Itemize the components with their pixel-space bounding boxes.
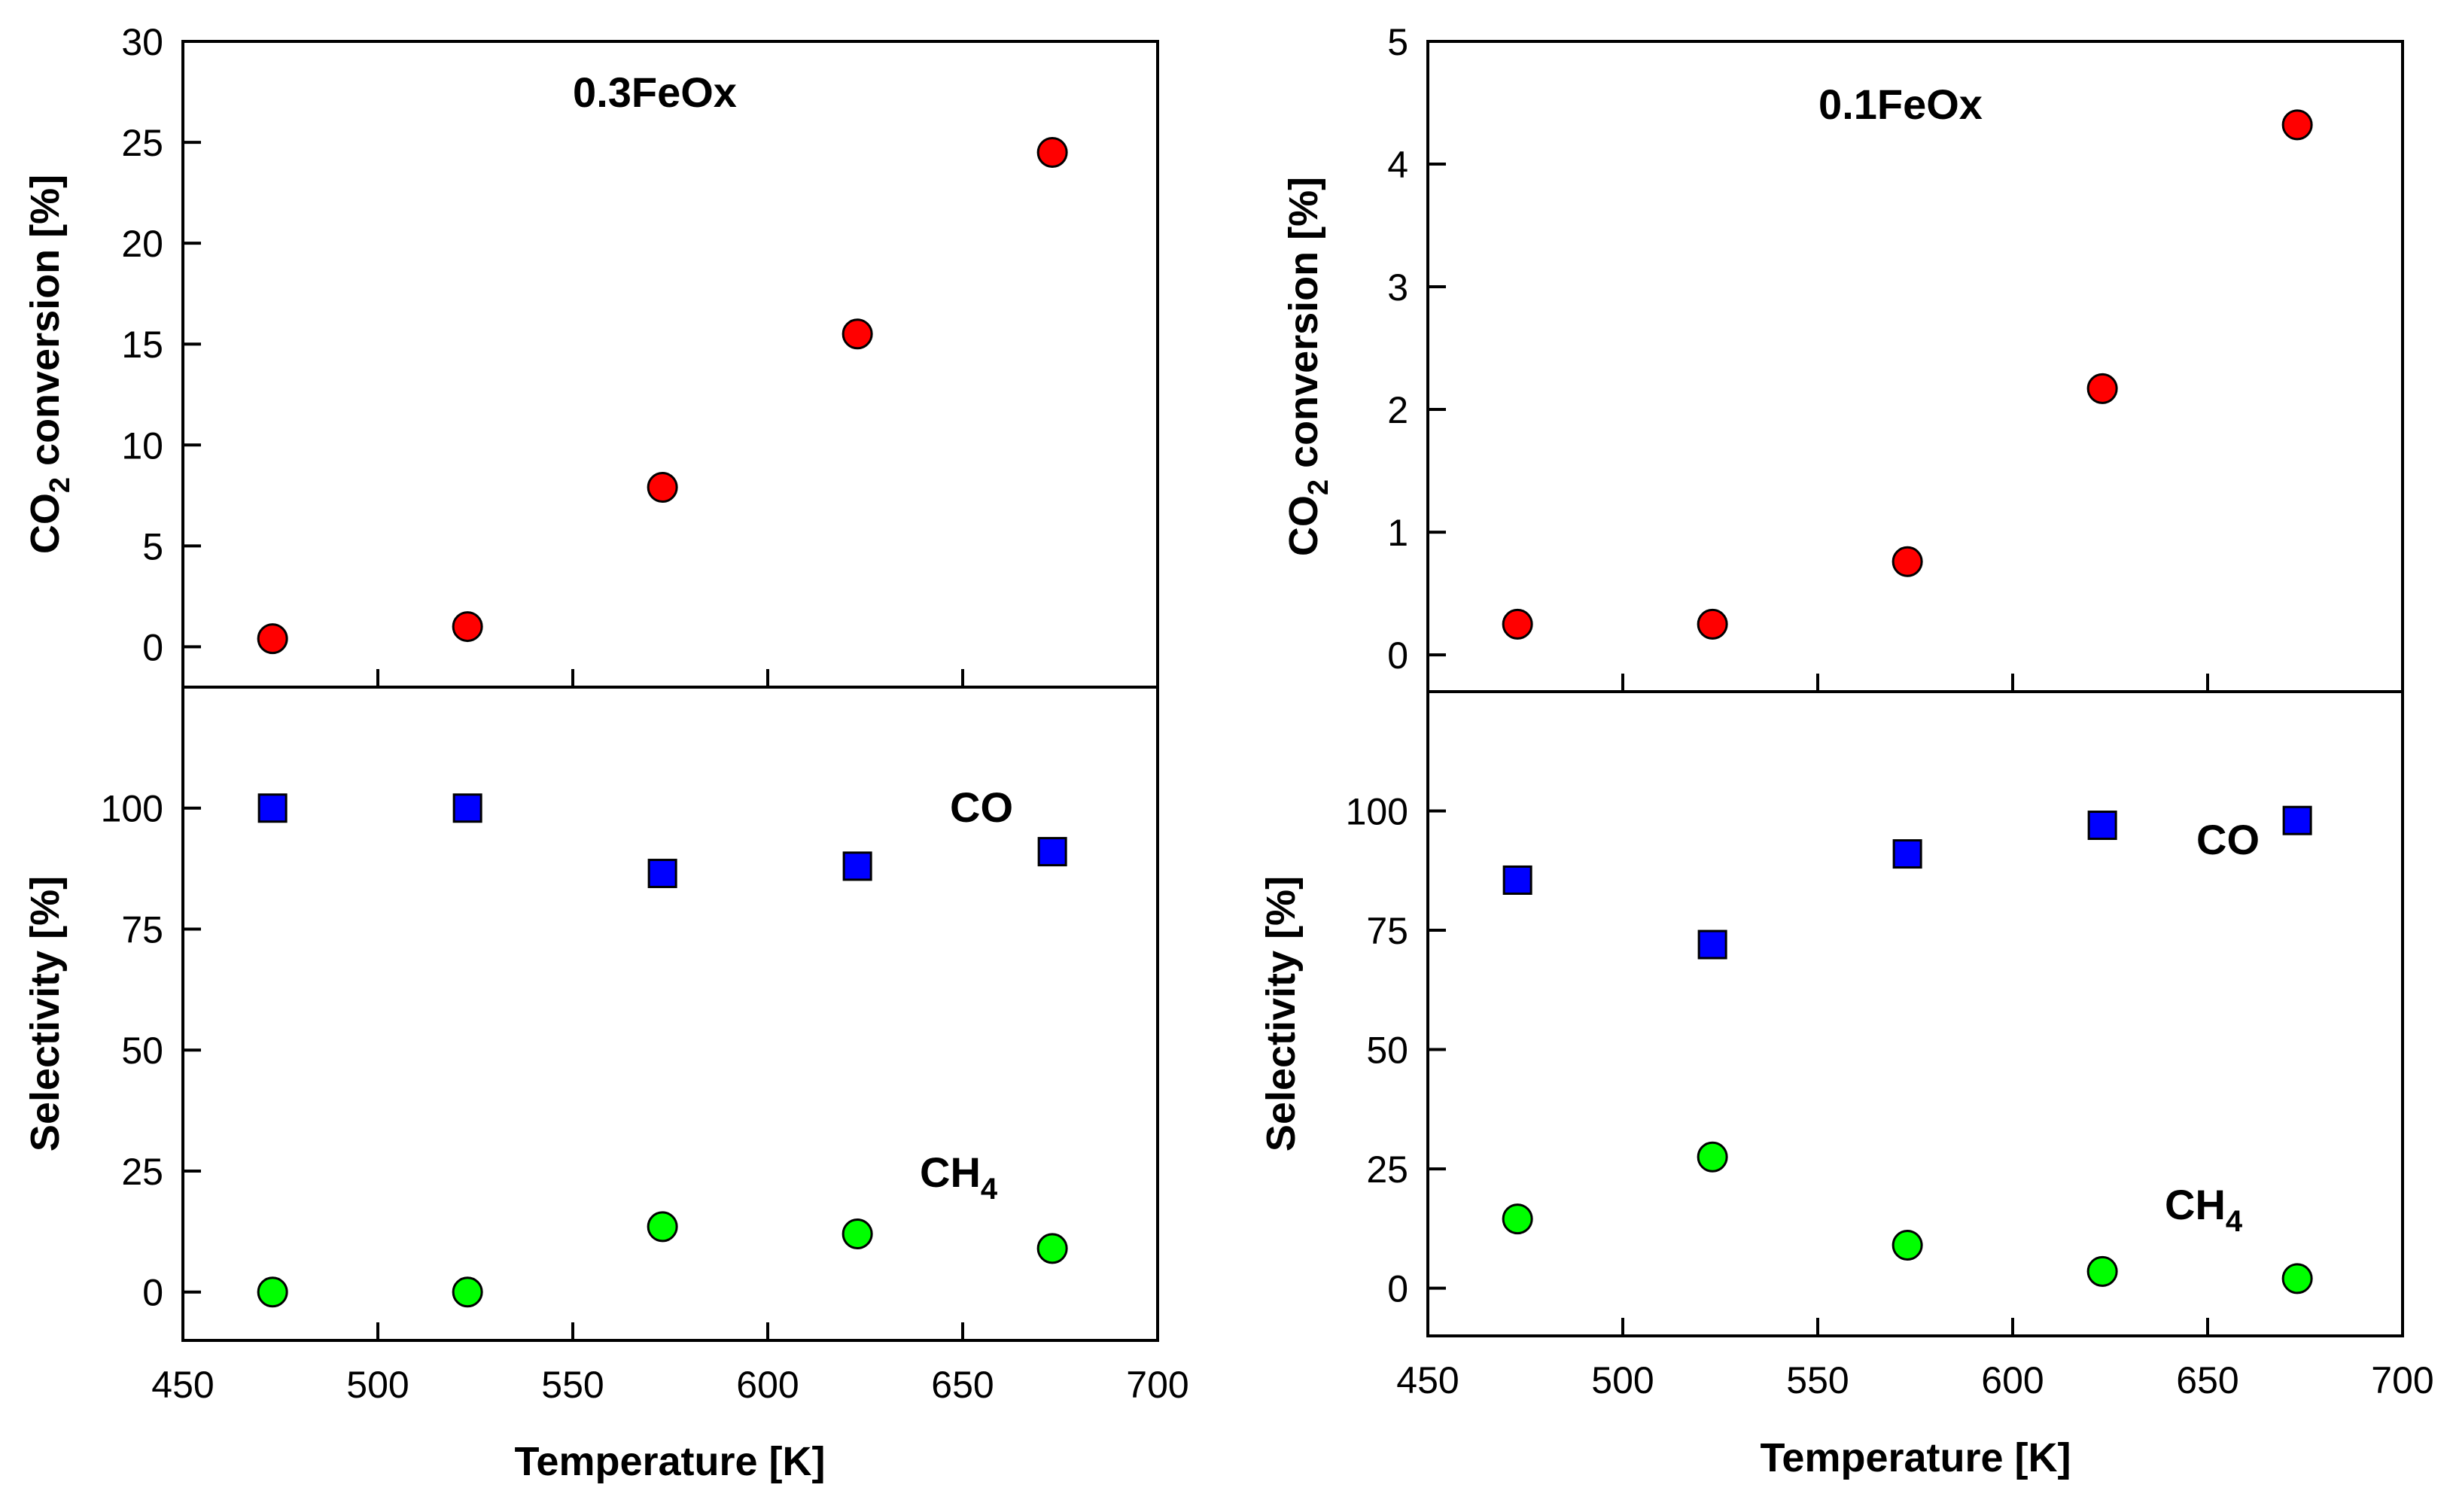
series-label: CH4: [920, 1148, 998, 1206]
chart-left: 0 5 10 15 20 25 30 CO2 conversion [%] 0.3FeOx 0 25…: [23, 21, 1189, 1484]
data-point: [1502, 608, 1533, 640]
data-point: [1502, 1203, 1533, 1235]
data-point: [257, 623, 288, 655]
x-tick-label: 650: [2176, 1359, 2238, 1401]
series-co2-conversion: [1502, 109, 2313, 640]
data-point: [1697, 929, 1727, 960]
y-tick-label: 0: [1387, 634, 1408, 677]
panel-annotation: 0.3FeOx: [573, 68, 737, 116]
x-tick-label: 450: [1396, 1359, 1459, 1401]
panel-bottom: 0 25 50 75 100 Selectivity [%] CO CH4: [1258, 690, 2404, 1337]
data-point: [257, 1276, 288, 1308]
y-axis-title: Selectivity [%]: [23, 876, 68, 1151]
x-axis-title: Temperature [K]: [514, 1439, 825, 1484]
y-tick-label: 75: [121, 908, 163, 951]
panel-top: 0 5 10 15 20 25 30 CO2 conversion [%] 0.3FeOx: [23, 21, 1159, 689]
plot-frame: [181, 40, 1159, 689]
data-point: [1892, 839, 1922, 869]
x-axis-title: Temperature [K]: [1760, 1435, 2071, 1480]
y-tick-label: 50: [121, 1030, 163, 1072]
y-tick-label: 5: [1387, 21, 1408, 63]
series-co: [257, 793, 1067, 889]
y-tick-label: 0: [142, 1272, 163, 1314]
y-tick-label: 30: [121, 21, 163, 63]
y-tick-label: 5: [142, 525, 163, 567]
y-tick-label: 15: [121, 324, 163, 366]
y-tick-label: 100: [101, 788, 163, 830]
x-tick-label: 700: [2371, 1359, 2433, 1401]
y-axis-title: CO2 conversion [%]: [1281, 177, 1335, 556]
data-point: [257, 793, 288, 823]
y-tick-label: 20: [121, 223, 163, 265]
y-tick-label: 2: [1387, 389, 1408, 431]
x-tick-label: 650: [931, 1364, 994, 1406]
data-point: [2282, 805, 2312, 835]
data-point: [452, 611, 483, 643]
series-co2-conversion: [257, 136, 1068, 655]
y-tick-label: 1: [1387, 512, 1408, 554]
data-point: [2086, 1255, 2118, 1287]
y-tick-label: 3: [1387, 266, 1408, 309]
data-point: [1891, 546, 1923, 577]
panel-annotation: 0.1FeOx: [1818, 81, 1983, 128]
series-label: CH4: [2165, 1181, 2243, 1238]
panel-top: 0 1 2 3 4 5 CO2 conversion [%] 0.1FeOx: [1281, 21, 2404, 693]
data-point: [1697, 608, 1728, 640]
data-point: [647, 472, 678, 503]
chart-right: 0 1 2 3 4 5 CO2 conversion [%] 0.1FeOx 0 25 50 75 10…: [1258, 21, 2434, 1480]
data-point: [452, 1276, 483, 1308]
y-tick-label: 25: [121, 1151, 163, 1193]
data-point: [842, 1218, 873, 1250]
y-tick-label: 75: [1366, 910, 1408, 952]
plot-frame: [181, 686, 1159, 1342]
series-label: CO: [2196, 816, 2260, 863]
data-point: [1891, 1230, 1923, 1261]
x-tick-label: 700: [1126, 1364, 1188, 1406]
data-point: [2281, 1263, 2313, 1294]
series-ch4: [1502, 1141, 2313, 1294]
series-ch4: [257, 1211, 1068, 1308]
x-tick-label: 450: [151, 1364, 214, 1406]
data-point: [842, 318, 873, 350]
data-point: [2281, 109, 2313, 141]
x-tick-label: 500: [1591, 1359, 1654, 1401]
y-axis-title: Selectivity [%]: [1258, 876, 1304, 1151]
y-tick-label: 25: [1366, 1148, 1408, 1191]
x-tick-label: 550: [1786, 1359, 1849, 1401]
data-point: [2086, 373, 2118, 404]
data-point: [1036, 136, 1068, 168]
y-tick-label: 100: [1346, 791, 1408, 833]
plot-frame: [1426, 40, 2404, 693]
data-point: [452, 793, 482, 823]
y-tick-label: 50: [1366, 1030, 1408, 1072]
x-tick-label: 600: [736, 1364, 799, 1406]
y-tick-label: 0: [1387, 1268, 1408, 1310]
data-point: [647, 1211, 678, 1243]
series-co: [1502, 805, 2312, 960]
data-point: [1037, 837, 1067, 867]
y-tick-label: 4: [1387, 144, 1408, 186]
data-point: [647, 859, 677, 889]
data-point: [842, 851, 872, 881]
x-tick-label: 550: [541, 1364, 604, 1406]
plot-frame: [1426, 690, 2404, 1337]
y-axis-title: CO2 conversion [%]: [23, 175, 76, 554]
x-tick-label: 600: [1981, 1359, 2044, 1401]
y-tick-label: 25: [121, 122, 163, 164]
series-label: CO: [950, 783, 1013, 831]
data-point: [1036, 1233, 1068, 1264]
panel-bottom: 0 25 50 75 100 Selectivity [%] CO CH4: [23, 686, 1159, 1342]
data-point: [2087, 811, 2117, 841]
y-tick-label: 10: [121, 424, 163, 467]
data-point: [1502, 865, 1532, 895]
data-point: [1697, 1141, 1728, 1173]
y-tick-label: 0: [142, 626, 163, 668]
x-tick-label: 500: [346, 1364, 409, 1406]
